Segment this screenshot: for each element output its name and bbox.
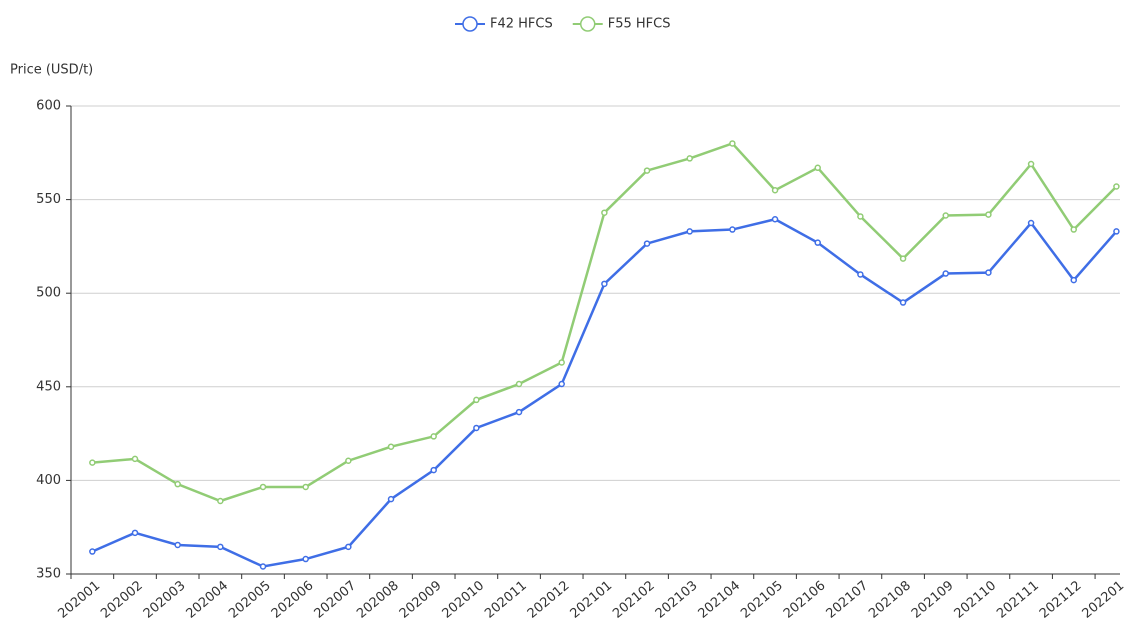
- y-tick-label: 500: [36, 286, 61, 301]
- data-point: [515, 408, 523, 416]
- legend-label: F42 HFCS: [490, 17, 553, 32]
- y-axis-label: Price (USD/t): [10, 63, 93, 78]
- data-point: [686, 155, 693, 162]
- x-tick-label: 202109: [909, 578, 957, 621]
- data-point: [601, 280, 608, 288]
- data-point: [515, 380, 523, 388]
- x-tick-label: 202001: [55, 578, 103, 621]
- data-point: [985, 269, 992, 276]
- data-point: [131, 529, 139, 537]
- x-tick-label: 202103: [653, 578, 701, 621]
- data-point: [686, 228, 693, 235]
- x-tick-label: 202104: [696, 578, 744, 621]
- legend-marker: [579, 16, 596, 32]
- legend-label: F55 HFCS: [608, 17, 671, 32]
- data-point: [857, 271, 864, 278]
- y-tick-label: 600: [36, 99, 61, 114]
- data-point: [302, 555, 309, 563]
- data-point: [430, 433, 437, 440]
- data-point: [302, 483, 309, 491]
- legend-item: F42 HFCS: [455, 16, 553, 32]
- data-point: [1027, 219, 1035, 227]
- x-tick-label: 202008: [354, 578, 402, 621]
- data-point: [217, 497, 224, 505]
- legend-item: F55 HFCS: [572, 16, 671, 32]
- data-point: [942, 212, 949, 219]
- data-point: [558, 380, 565, 388]
- x-tick-label: 202108: [866, 578, 914, 621]
- data-point: [131, 455, 139, 463]
- data-point: [1113, 183, 1120, 190]
- x-tick-label: 202002: [98, 578, 146, 621]
- data-point: [1070, 276, 1077, 284]
- x-tick-label: 202012: [525, 578, 573, 621]
- x-tick-label: 202009: [397, 578, 445, 621]
- data-point: [942, 270, 949, 277]
- data-point: [387, 443, 395, 450]
- x-tick-label: 202006: [269, 578, 317, 621]
- data-point: [771, 186, 779, 194]
- data-point: [643, 240, 651, 247]
- data-point: [857, 213, 864, 220]
- data-point: [558, 359, 565, 366]
- x-tick-label: 202007: [312, 578, 360, 621]
- x-tick-label: 202110: [952, 578, 1000, 621]
- data-point: [345, 543, 352, 551]
- data-point: [259, 483, 267, 491]
- data-point: [174, 480, 181, 488]
- x-tick-label: 202107: [824, 578, 872, 621]
- data-point: [985, 211, 992, 218]
- data-point: [89, 548, 96, 555]
- data-point: [643, 167, 651, 174]
- x-tick-label: 202004: [183, 578, 231, 621]
- data-point: [345, 457, 352, 464]
- data-point: [729, 140, 736, 147]
- x-tick-label: 202111: [994, 578, 1042, 621]
- x-tick-label: 202102: [610, 578, 658, 621]
- data-point: [899, 255, 907, 262]
- series-line: [92, 141, 1118, 503]
- y-tick-label: 550: [36, 192, 61, 207]
- data-point: [601, 209, 608, 216]
- x-tick-label: 202201: [1080, 578, 1126, 621]
- x-tick-label: 202101: [568, 578, 616, 621]
- data-point: [1027, 160, 1035, 168]
- data-point: [174, 541, 181, 549]
- data-point: [259, 563, 267, 570]
- series-line: [91, 217, 1118, 568]
- data-point: [814, 164, 821, 172]
- data-point: [814, 239, 821, 246]
- x-tick-label: 202010: [440, 578, 488, 621]
- x-tick-label: 202106: [781, 578, 829, 621]
- data-point: [217, 543, 224, 551]
- data-point: [771, 216, 779, 223]
- data-point: [430, 466, 437, 474]
- x-tick-label: 202112: [1037, 578, 1085, 621]
- x-tick-label: 202011: [482, 578, 530, 621]
- data-point: [1113, 228, 1120, 235]
- data-point: [89, 459, 96, 466]
- data-point: [473, 424, 480, 432]
- x-tick-label: 202003: [141, 578, 189, 621]
- data-point: [473, 396, 480, 404]
- y-tick-label: 350: [36, 567, 61, 582]
- data-point: [729, 226, 736, 233]
- legend-marker: [462, 16, 478, 32]
- data-point: [899, 299, 907, 306]
- data-point: [387, 495, 395, 503]
- data-point: [1070, 226, 1077, 233]
- x-tick-label: 202005: [226, 578, 274, 621]
- y-tick-label: 400: [36, 473, 61, 488]
- x-tick-label: 202105: [738, 578, 786, 621]
- y-tick-label: 450: [36, 379, 61, 394]
